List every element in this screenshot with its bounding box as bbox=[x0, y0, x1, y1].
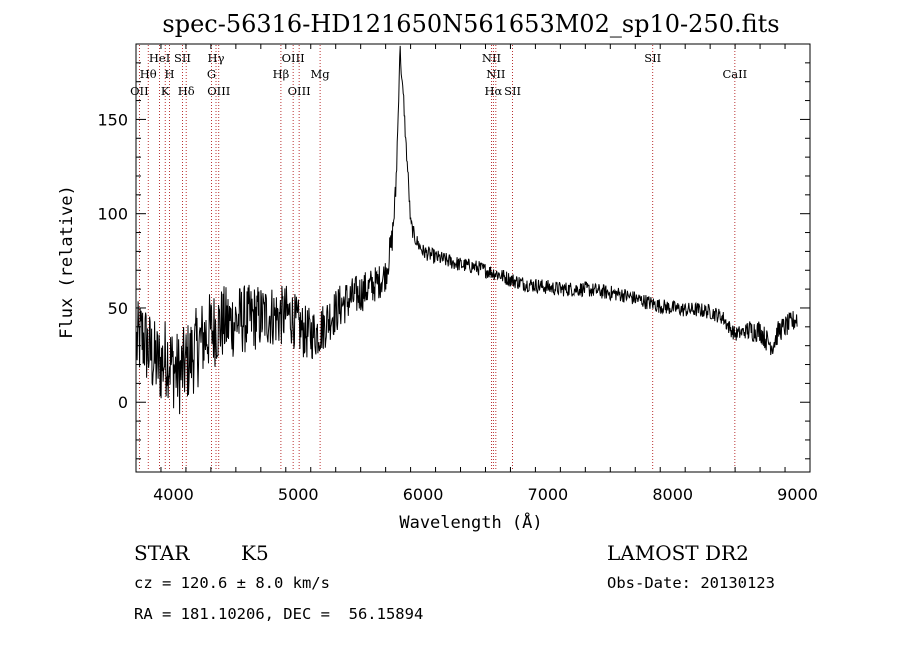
y-tick-label: 50 bbox=[108, 299, 128, 318]
spectral-line-label: H bbox=[165, 67, 175, 81]
redshift-velocity: cz = 120.6 ± 8.0 km/s bbox=[134, 574, 330, 592]
spectral-line-label: G bbox=[207, 67, 216, 81]
spectral-line-label: Hα bbox=[484, 84, 502, 98]
spectral-line-label: OIII bbox=[282, 51, 305, 65]
x-tick-label: 7000 bbox=[528, 485, 569, 504]
chart-title: spec-56316-HD121650N561653M02_sp10-250.f… bbox=[162, 10, 779, 38]
spectral-line-label: Hθ bbox=[140, 67, 157, 81]
x-tick-label: 6000 bbox=[403, 485, 444, 504]
x-tick-label: 8000 bbox=[652, 485, 693, 504]
spectral-line-label: Hγ bbox=[208, 51, 225, 65]
sky-coordinates: RA = 181.10206, DEC = 56.15894 bbox=[134, 605, 424, 623]
survey-name: LAMOST DR2 bbox=[607, 541, 749, 565]
spectral-line-label: SII bbox=[504, 84, 521, 98]
spectral-line-label: SII bbox=[174, 51, 191, 65]
spectral-line-label: HeI bbox=[149, 51, 170, 65]
object-subclass: K5 bbox=[241, 541, 269, 565]
spectral-line-label: OIII bbox=[288, 84, 311, 98]
plot-frame bbox=[135, 43, 811, 473]
spectral-line-label: SII bbox=[644, 51, 661, 65]
y-tick-label: 100 bbox=[97, 205, 128, 224]
object-class: STAR bbox=[134, 541, 190, 565]
spectral-line-label: Mg bbox=[311, 67, 331, 81]
spectrum-line bbox=[136, 45, 798, 415]
spectral-line-label: NII bbox=[486, 67, 505, 81]
x-tick-label: 9000 bbox=[777, 485, 818, 504]
observation-date: Obs-Date: 20130123 bbox=[607, 574, 775, 592]
spectral-line-label: Hδ bbox=[178, 84, 195, 98]
spectral-line-markers: OIIHθHeIKHSIIHδHγGOIIIOIIIHβOIIIMgNIINII… bbox=[130, 45, 747, 471]
x-axis: 4000 5000 6000 7000 8000 9000 bbox=[135, 44, 818, 504]
spectral-line-label: OII bbox=[130, 84, 149, 98]
spectral-line-label: K bbox=[161, 84, 170, 98]
y-axis: 0 50 100 150 bbox=[97, 62, 810, 460]
x-axis-label: Wavelength (Å) bbox=[399, 511, 542, 533]
spectral-line-label: NII bbox=[482, 51, 501, 65]
y-tick-label: 150 bbox=[97, 110, 128, 129]
spectral-line-label: OIII bbox=[207, 84, 230, 98]
y-axis-label: Flux (relative) bbox=[57, 185, 77, 339]
spectral-line-label: CaII bbox=[722, 67, 747, 81]
x-tick-label: 5000 bbox=[278, 485, 319, 504]
x-tick-label: 4000 bbox=[153, 485, 194, 504]
y-tick-label: 0 bbox=[118, 393, 128, 412]
spectral-line-label: Hβ bbox=[273, 67, 290, 81]
